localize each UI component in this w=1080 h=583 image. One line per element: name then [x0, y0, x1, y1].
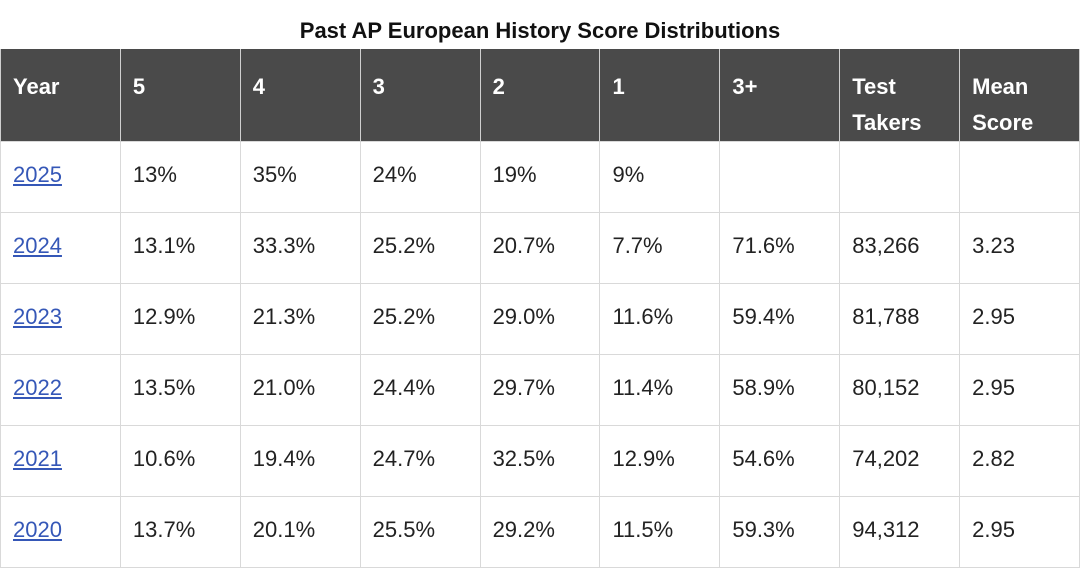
year-link-2020[interactable]: 2020 [13, 517, 62, 542]
table-row: 2021 10.6% 19.4% 24.7% 32.5% 12.9% 54.6%… [0, 425, 1080, 497]
table-cell: 20.1% [239, 496, 361, 568]
table-cell: 29.0% [479, 283, 601, 355]
header-score-1: 1 [599, 49, 721, 142]
table-cell: 2.82 [959, 425, 1080, 497]
table-row: 2024 13.1% 33.3% 25.2% 20.7% 7.7% 71.6% … [0, 212, 1080, 284]
table-cell: 59.4% [719, 283, 841, 355]
table-row: 2023 12.9% 21.3% 25.2% 29.0% 11.6% 59.4%… [0, 283, 1080, 355]
table-cell: 2.95 [959, 354, 1080, 426]
table-cell: 29.7% [479, 354, 601, 426]
year-cell: 2020 [0, 496, 121, 568]
year-link-2023[interactable]: 2023 [13, 304, 62, 329]
table-cell: 13.5% [119, 354, 241, 426]
table-cell: 25.2% [359, 212, 481, 284]
table-cell: 11.5% [599, 496, 721, 568]
table-cell: 13.1% [119, 212, 241, 284]
table-cell: 71.6% [719, 212, 841, 284]
table-cell: 20.7% [479, 212, 601, 284]
header-test-takers: Test Takers [839, 49, 961, 142]
header-3-plus: 3+ [719, 49, 841, 142]
table-cell: 54.6% [719, 425, 841, 497]
table-cell: 2.95 [959, 283, 1080, 355]
year-cell: 2022 [0, 354, 121, 426]
header-score-2: 2 [479, 49, 601, 142]
header-score-4: 4 [239, 49, 361, 142]
table-cell: 12.9% [599, 425, 721, 497]
table-cell: 83,266 [839, 212, 961, 284]
table-cell: 10.6% [119, 425, 241, 497]
table-cell: 2.95 [959, 496, 1080, 568]
table-cell: 13.7% [119, 496, 241, 568]
table-cell: 7.7% [599, 212, 721, 284]
table-cell [719, 141, 841, 213]
table-cell: 24.7% [359, 425, 481, 497]
table-cell [839, 141, 961, 213]
table-row: 2025 13% 35% 24% 19% 9% [0, 141, 1080, 213]
year-cell: 2023 [0, 283, 121, 355]
table-cell: 32.5% [479, 425, 601, 497]
header-score-3: 3 [359, 49, 481, 142]
table-cell: 74,202 [839, 425, 961, 497]
table-title: Past AP European History Score Distribut… [299, 18, 781, 43]
table-cell: 59.3% [719, 496, 841, 568]
table-cell: 24.4% [359, 354, 481, 426]
table-cell: 25.2% [359, 283, 481, 355]
table-cell: 19.4% [239, 425, 361, 497]
table-cell: 19% [479, 141, 601, 213]
table-cell: 29.2% [479, 496, 601, 568]
header-score-5: 5 [119, 49, 241, 142]
score-distribution-table: Year 5 4 3 2 1 3+ Test Takers Mean Score… [0, 49, 1080, 568]
year-link-2022[interactable]: 2022 [13, 375, 62, 400]
table-cell: 81,788 [839, 283, 961, 355]
table-cell: 21.0% [239, 354, 361, 426]
table-cell: 58.9% [719, 354, 841, 426]
header-year: Year [0, 49, 121, 142]
year-link-2024[interactable]: 2024 [13, 233, 62, 258]
table-cell: 11.6% [599, 283, 721, 355]
table-cell [959, 141, 1080, 213]
table-cell: 80,152 [839, 354, 961, 426]
year-link-2021[interactable]: 2021 [13, 446, 62, 471]
table-cell: 24% [359, 141, 481, 213]
table-cell: 35% [239, 141, 361, 213]
table-row: 2022 13.5% 21.0% 24.4% 29.7% 11.4% 58.9%… [0, 354, 1080, 426]
header-mean-score: Mean Score [959, 49, 1080, 142]
year-cell: 2024 [0, 212, 121, 284]
table-cell: 13% [119, 141, 241, 213]
table-cell: 3.23 [959, 212, 1080, 284]
table-cell: 33.3% [239, 212, 361, 284]
table-cell: 9% [599, 141, 721, 213]
year-cell: 2025 [0, 141, 121, 213]
year-link-2025[interactable]: 2025 [13, 162, 62, 187]
table-cell: 21.3% [239, 283, 361, 355]
table-cell: 25.5% [359, 496, 481, 568]
table-row: 2020 13.7% 20.1% 25.5% 29.2% 11.5% 59.3%… [0, 496, 1080, 568]
table-cell: 12.9% [119, 283, 241, 355]
table-cell: 11.4% [599, 354, 721, 426]
table-header-row: Year 5 4 3 2 1 3+ Test Takers Mean Score [0, 49, 1080, 142]
year-cell: 2021 [0, 425, 121, 497]
table-cell: 94,312 [839, 496, 961, 568]
